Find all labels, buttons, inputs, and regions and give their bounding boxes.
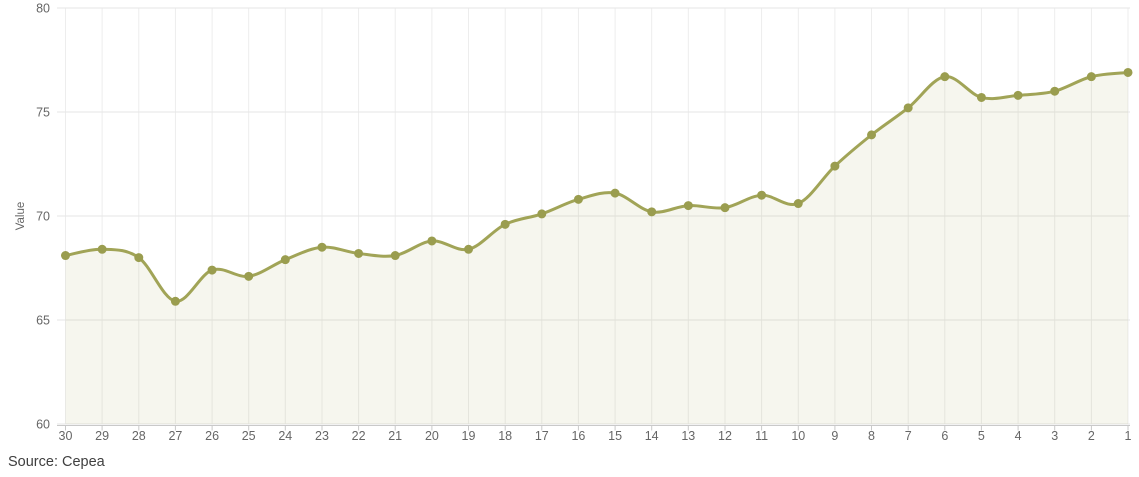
x-axis-tick-label: 11 bbox=[755, 429, 768, 443]
y-axis-tick-label: 70 bbox=[36, 210, 50, 224]
data-point-marker[interactable] bbox=[1086, 72, 1096, 82]
data-point-marker[interactable] bbox=[830, 161, 840, 171]
data-point-marker[interactable] bbox=[170, 296, 180, 306]
data-point-marker[interactable] bbox=[354, 248, 364, 258]
area-chart-figure: 60 65 70 75 80 30 29 28 27 26 25 24 23 22 21 20 19 18 17 16… bbox=[8, 2, 1133, 470]
data-point-marker[interactable] bbox=[757, 190, 767, 200]
x-axis-tick-label: 13 bbox=[681, 429, 695, 443]
x-axis-tick-label: 17 bbox=[535, 429, 549, 443]
x-axis-tick-label: 21 bbox=[388, 429, 402, 443]
y-axis-tick-label: 65 bbox=[36, 314, 50, 328]
data-point-marker[interactable] bbox=[500, 219, 510, 229]
x-axis-tick-label: 26 bbox=[205, 429, 219, 443]
x-axis-tick-label: 23 bbox=[315, 429, 329, 443]
x-axis-tick-label: 10 bbox=[791, 429, 805, 443]
data-point-marker[interactable] bbox=[317, 242, 327, 252]
x-axis-tick-label: 6 bbox=[941, 429, 948, 443]
x-axis-tick-label: 24 bbox=[278, 429, 292, 443]
data-point-marker[interactable] bbox=[573, 194, 583, 204]
x-axis-tick-label: 27 bbox=[168, 429, 182, 443]
x-axis-tick-label: 28 bbox=[132, 429, 146, 443]
y-axis-tick-label: 80 bbox=[36, 2, 50, 16]
data-point-marker[interactable] bbox=[1050, 86, 1060, 96]
data-point-marker[interactable] bbox=[903, 103, 913, 113]
x-axis-tick-label: 20 bbox=[425, 429, 439, 443]
y-axis-tick-label: 75 bbox=[36, 106, 50, 120]
source-caption: Source: Cepea bbox=[8, 454, 105, 470]
data-point-marker[interactable] bbox=[97, 244, 107, 254]
x-axis-tick-label: 19 bbox=[462, 429, 476, 443]
x-axis-tick-label: 3 bbox=[1051, 429, 1058, 443]
data-point-marker[interactable] bbox=[1013, 90, 1023, 100]
data-point-marker[interactable] bbox=[134, 253, 144, 263]
data-point-marker[interactable] bbox=[464, 244, 474, 254]
data-point-marker[interactable] bbox=[537, 209, 547, 219]
x-axis-tick-label: 2 bbox=[1088, 429, 1095, 443]
data-point-marker[interactable] bbox=[683, 201, 693, 211]
data-point-marker[interactable] bbox=[976, 92, 986, 102]
data-point-marker[interactable] bbox=[61, 251, 70, 261]
x-axis-tick-label: 29 bbox=[95, 429, 109, 443]
data-point-marker[interactable] bbox=[390, 251, 400, 261]
x-axis-tick-label: 25 bbox=[242, 429, 256, 443]
x-axis-tick-label: 18 bbox=[498, 429, 512, 443]
x-axis-tick-label: 5 bbox=[978, 429, 985, 443]
x-axis-tick-label: 8 bbox=[868, 429, 875, 443]
data-point-marker[interactable] bbox=[793, 199, 803, 209]
x-axis-tick-label: 22 bbox=[352, 429, 366, 443]
data-point-marker[interactable] bbox=[610, 188, 620, 198]
x-axis-tick-label: 12 bbox=[718, 429, 732, 443]
data-point-marker[interactable] bbox=[280, 255, 290, 265]
x-axis-tick-label: 15 bbox=[608, 429, 622, 443]
x-axis-tick-label: 16 bbox=[571, 429, 585, 443]
data-point-marker[interactable] bbox=[427, 236, 437, 246]
x-axis-tick-label: 1 bbox=[1125, 429, 1132, 443]
data-point-marker[interactable] bbox=[244, 271, 254, 281]
x-axis-tick-label: 14 bbox=[645, 429, 659, 443]
y-axis-title: Value bbox=[15, 202, 27, 231]
y-axis-tick-label: 60 bbox=[36, 418, 50, 432]
series-area-fill bbox=[65, 72, 1128, 424]
x-axis-tick-label: 30 bbox=[59, 429, 73, 443]
x-axis-tick-label: 4 bbox=[1015, 429, 1022, 443]
data-point-marker[interactable] bbox=[207, 265, 217, 275]
data-point-marker[interactable] bbox=[1123, 67, 1133, 77]
data-point-marker[interactable] bbox=[867, 130, 877, 140]
data-point-marker[interactable] bbox=[720, 203, 730, 213]
x-axis-tick-label: 7 bbox=[905, 429, 912, 443]
x-axis-tick-label: 9 bbox=[831, 429, 838, 443]
data-point-marker[interactable] bbox=[940, 72, 950, 82]
data-point-marker[interactable] bbox=[647, 207, 657, 217]
